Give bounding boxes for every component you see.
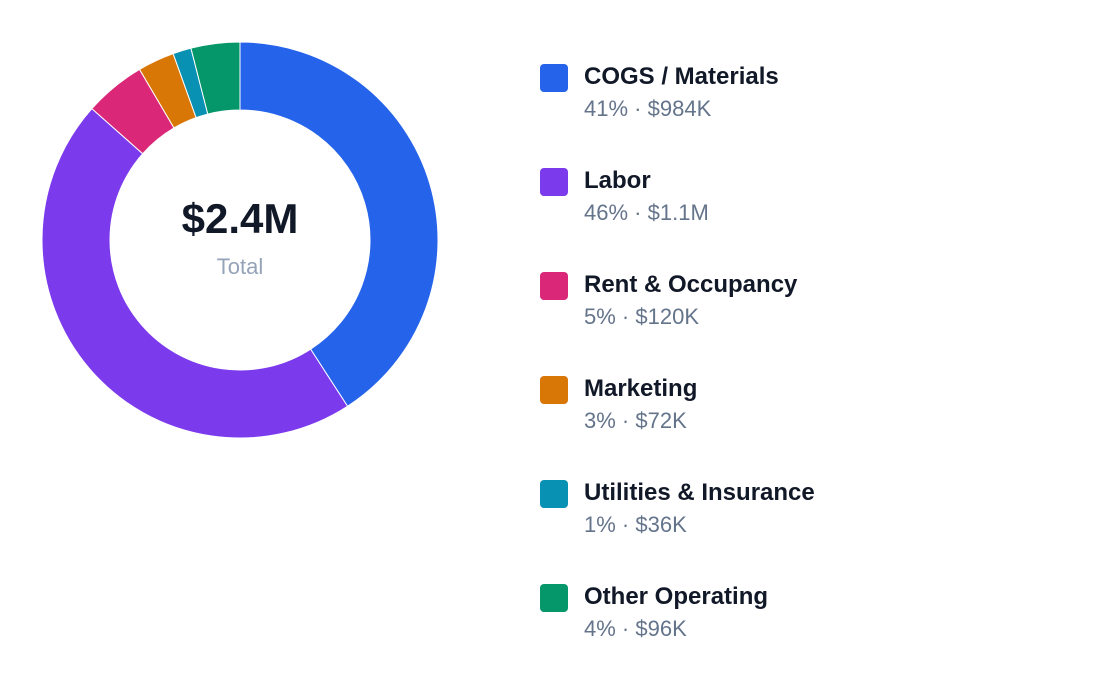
legend-label: Other Operating bbox=[584, 583, 768, 610]
legend-label: Labor bbox=[584, 167, 651, 194]
slice bbox=[190, 41, 241, 115]
value-label: $36K bbox=[635, 512, 687, 537]
value-label: $120K bbox=[635, 304, 699, 329]
separator: · bbox=[622, 512, 629, 537]
legend-label: Utilities & Insurance bbox=[584, 479, 815, 506]
legend-detail: 46% · $1.1M bbox=[584, 200, 709, 225]
value-label: $72K bbox=[635, 408, 687, 433]
slice bbox=[41, 107, 349, 439]
legend-detail: 5% · $120K bbox=[584, 304, 699, 329]
percent-label: 3% bbox=[584, 408, 616, 433]
legend-detail: 1% · $36K bbox=[584, 512, 687, 537]
legend-swatch bbox=[540, 168, 568, 196]
percent-label: 41% bbox=[584, 96, 628, 121]
legend-swatch bbox=[540, 64, 568, 92]
separator: · bbox=[634, 200, 641, 225]
value-label: $1.1M bbox=[648, 200, 709, 225]
value-label: $96K bbox=[635, 616, 687, 641]
percent-label: 1% bbox=[584, 512, 616, 537]
value-label: $984K bbox=[648, 96, 712, 121]
legend-swatch bbox=[540, 480, 568, 508]
separator: · bbox=[622, 616, 629, 641]
total-caption: Total bbox=[217, 254, 263, 279]
legend-swatch bbox=[540, 584, 568, 612]
legend-swatch bbox=[540, 376, 568, 404]
legend-detail: 4% · $96K bbox=[584, 616, 687, 641]
separator: · bbox=[634, 96, 641, 121]
percent-label: 5% bbox=[584, 304, 616, 329]
legend-swatch bbox=[540, 272, 568, 300]
percent-label: 46% bbox=[584, 200, 628, 225]
legend-detail: 41% · $984K bbox=[584, 96, 712, 121]
legend-label: Marketing bbox=[584, 375, 697, 402]
legend-label: COGS / Materials bbox=[584, 63, 779, 90]
donut bbox=[41, 41, 439, 439]
legend-label: Rent & Occupancy bbox=[584, 271, 798, 298]
percent-label: 4% bbox=[584, 616, 616, 641]
legend-detail: 3% · $72K bbox=[584, 408, 687, 433]
slice bbox=[239, 41, 439, 407]
total-value: $2.4M bbox=[182, 195, 299, 242]
legend: COGS / Materials 41% · $984K Labor 46% · $1… bbox=[540, 63, 815, 641]
separator: · bbox=[622, 304, 629, 329]
separator: · bbox=[622, 408, 629, 433]
